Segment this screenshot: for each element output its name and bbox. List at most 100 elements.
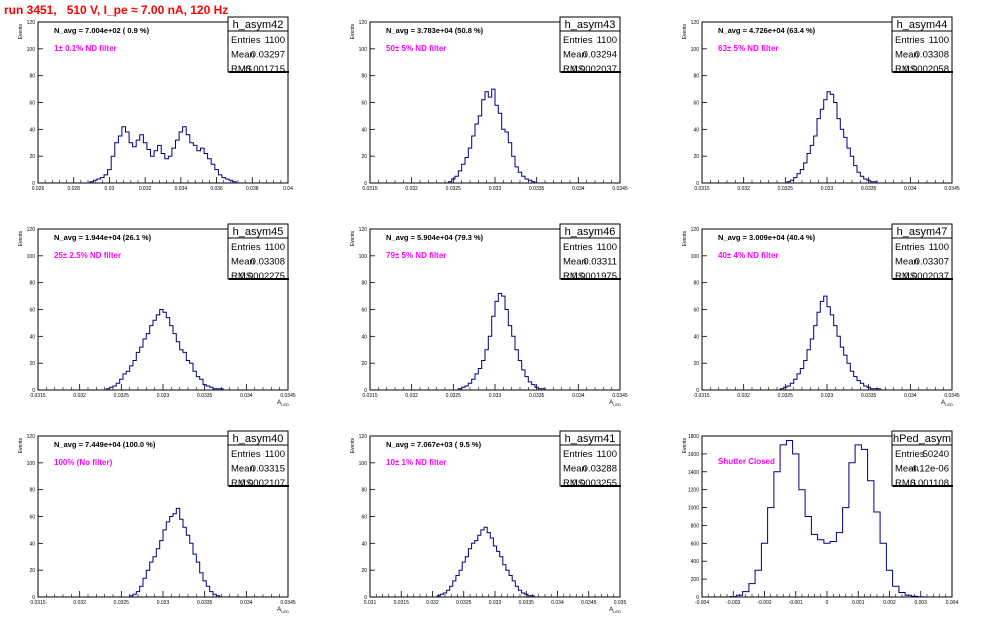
stats-key-mean: Mean [563, 50, 587, 61]
filter-label: 1± 0.1% ND filter [54, 44, 117, 53]
x-tick-label: 0.0325 [778, 186, 794, 192]
stats-key-mean: Mean [895, 464, 919, 475]
y-tick-label: 60 [693, 308, 699, 314]
x-tick-label: 0.03 [105, 186, 115, 192]
stats-key-rms: RMS [231, 478, 252, 489]
x-tick-label: 0.034 [904, 393, 917, 399]
navg-label: N_avg = 4.726e+04 (63.4 %) [718, 26, 816, 35]
stats-key-entries: Entries [895, 35, 925, 46]
histogram-name: h_asym47 [897, 226, 948, 238]
y-tick-label: 60 [361, 515, 367, 521]
stats-box [227, 430, 289, 487]
stats-key-entries: Entries [231, 35, 261, 46]
y-tick-label: 60 [693, 101, 699, 107]
x-axis-label: ALED [277, 400, 289, 407]
navg-label: N_avg = 7.004e+02 ( 0.9 %) [54, 26, 150, 35]
y-tick-label: 40 [693, 334, 699, 340]
filter-label: 100% (No filter) [54, 458, 113, 467]
y-tick-label: 40 [29, 334, 35, 340]
stats-key-entries: Entries [563, 35, 593, 46]
x-tick-label: 0.026 [32, 186, 45, 192]
y-tick-label: 60 [361, 308, 367, 314]
y-tick-label: 1400 [688, 470, 699, 476]
stats-value-rms: 0.0001975 [572, 271, 617, 282]
stats-key-entries: Entries [895, 242, 925, 253]
x-tick-label: 0.0345 [612, 393, 628, 399]
y-axis-label: Events [350, 231, 356, 247]
x-tick-label: 0.004 [946, 600, 959, 606]
stats-key-rms: RMS [231, 271, 252, 282]
navg-label: N_avg = 7.449e+04 (100.0 %) [54, 440, 156, 449]
x-tick-label: 0.0315 [694, 393, 710, 399]
x-axis-label: ALED [277, 607, 289, 614]
histogram-name: h_asym42 [233, 19, 284, 31]
y-tick-label: 800 [691, 523, 700, 529]
histogram-name: h_asym45 [233, 226, 284, 238]
stats-key-mean: Mean [563, 257, 587, 268]
stats-value-mean: 0.03294 [583, 50, 617, 61]
y-axis-label: Events [350, 438, 356, 454]
y-tick-label: 20 [693, 154, 699, 160]
y-axis-label: Events [682, 438, 688, 454]
y-tick-label: 1000 [688, 506, 699, 512]
stats-key-entries: Entries [231, 242, 261, 253]
y-tick-label: 80 [29, 488, 35, 494]
filter-label: 79± 5% ND filter [386, 251, 446, 260]
x-tick-label: 0.032 [737, 393, 750, 399]
filter-label: 50± 5% ND filter [386, 44, 446, 53]
stats-value-entries: 1100 [265, 449, 285, 460]
stats-value-rms: 0.0002107 [240, 478, 285, 489]
y-tick-label: 100 [27, 461, 36, 467]
y-tick-label: 100 [27, 47, 36, 53]
histogram-line [779, 295, 881, 390]
y-tick-label: 0 [696, 181, 699, 187]
run-title: run 3451, 510 V, I_pe ≈ 7.00 nA, 120 Hz [4, 3, 229, 17]
stats-value-entries: 1100 [929, 35, 949, 46]
filter-label: 40± 4% ND filter [718, 251, 778, 260]
stats-value-mean: 0.03288 [583, 464, 617, 475]
x-tick-label: 0.0315 [362, 393, 378, 399]
x-tick-label: 0.0325 [114, 393, 130, 399]
x-tick-label: 0.032 [405, 186, 418, 192]
y-axis-label: Events [18, 438, 24, 454]
filter-label: 10± 1% ND filter [386, 458, 446, 467]
y-tick-label: 0 [364, 181, 367, 187]
x-tick-label: 0.0315 [394, 600, 410, 606]
stats-value-entries: 1100 [265, 35, 285, 46]
x-tick-label: 0.031 [364, 600, 377, 606]
y-tick-label: 80 [361, 281, 367, 287]
histogram-line [447, 88, 536, 183]
stats-key-entries: Entries [563, 449, 593, 460]
filter-label: Shutter Closed [718, 457, 775, 466]
x-tick-label: 0.036 [210, 186, 223, 192]
stats-value-rms: 0.001715 [245, 64, 285, 75]
stats-key-rms: RMS [231, 64, 252, 75]
histogram-panel-h_asym46: 0 20 40 60 80 100 120 0.0315 0.032 0.0325 0.033 0.0… [350, 223, 628, 407]
x-tick-label: 0.0315 [362, 186, 378, 192]
y-tick-label: 20 [29, 568, 35, 574]
x-tick-label: 0.0335 [529, 393, 545, 399]
stats-key-mean: Mean [231, 50, 255, 61]
histogram-name: h_asym41 [565, 433, 616, 445]
x-axis-label: ALED [941, 400, 953, 407]
y-tick-label: 40 [361, 334, 367, 340]
x-tick-label: 0.034 [551, 600, 564, 606]
histogram-line [457, 292, 546, 390]
x-tick-label: 0.0325 [446, 393, 462, 399]
stats-box [891, 430, 953, 487]
stats-value-mean: 0.03311 [583, 257, 617, 268]
histogram-line [129, 507, 221, 597]
stats-key-mean: Mean [895, 50, 919, 61]
y-tick-label: 100 [359, 461, 368, 467]
y-tick-label: 20 [29, 154, 35, 160]
y-tick-label: 0 [32, 181, 35, 187]
y-tick-label: 1800 [688, 434, 699, 440]
stats-box [559, 430, 621, 487]
stats-key-entries: Entries [895, 449, 925, 460]
stats-key-rms: RMS [563, 271, 584, 282]
y-tick-label: 0 [696, 388, 699, 394]
stats-key-mean: Mean [231, 464, 255, 475]
stats-value-rms: 0.0002037 [572, 64, 617, 75]
y-tick-label: 1200 [688, 488, 699, 494]
